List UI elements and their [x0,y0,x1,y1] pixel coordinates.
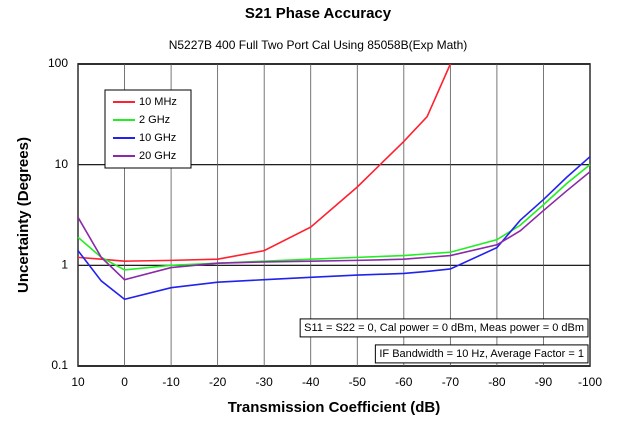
x-tick-label: -30 [256,375,274,389]
x-tick-label: -20 [209,375,227,389]
x-tick-label: 0 [121,375,128,389]
series-line [77,63,452,262]
y-tick-label: 1 [61,258,68,272]
y-tick-label: 10 [55,157,69,171]
annotation-box [299,318,589,338]
x-tick-label: -100 [578,375,602,389]
x-tick-label: -70 [442,375,460,389]
x-axis-label: Transmission Coefficient (dB) [228,399,441,416]
chart-title: S21 Phase Accuracy [245,5,392,22]
x-tick-label: -60 [395,375,413,389]
y-tick-label: 100 [48,56,68,70]
legend-label: 20 GHz [139,150,176,162]
y-tick-label: 0.1 [51,358,68,372]
annotation-box [374,344,589,364]
series-line [77,164,591,271]
chart-subtitle: N5227B 400 Full Two Port Cal Using 85058… [169,38,468,52]
annotation: S11 = S22 = 0, Cal power = 0 dBm, Meas p… [304,322,584,334]
x-tick-label: -50 [349,375,367,389]
x-tick-label: -80 [488,375,506,389]
legend-label: 2 GHz [139,114,170,126]
x-tick-label: -90 [535,375,553,389]
annotation: IF Bandwidth = 10 Hz, Average Factor = 1 [379,348,584,360]
series-line [77,171,591,281]
x-tick-label: 10 [71,375,85,389]
x-tick-label: -10 [162,375,180,389]
legend-label: 10 MHz [139,96,177,108]
y-axis-label: Uncertainty (Degrees) [15,137,32,293]
legend-label: 10 GHz [139,132,176,144]
series-line [77,156,591,301]
x-tick-label: -40 [302,375,320,389]
